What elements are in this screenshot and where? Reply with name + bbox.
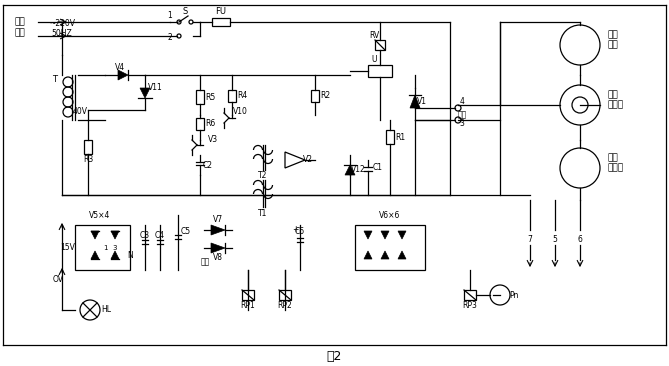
Bar [228, 90, 236, 102]
Bar [75, 225, 130, 270]
Text: 图2: 图2 [326, 350, 342, 362]
Polygon shape [410, 95, 420, 108]
Text: C5: C5 [181, 228, 191, 236]
Text: R4: R4 [237, 92, 247, 101]
Text: 2: 2 [168, 34, 173, 42]
Text: 拖动
电机: 拖动 电机 [607, 30, 617, 50]
Text: 15V: 15V [61, 243, 76, 253]
Text: 5: 5 [553, 235, 557, 244]
Text: T: T [52, 75, 58, 85]
Text: RP2: RP2 [278, 300, 292, 310]
Text: RP3: RP3 [462, 300, 478, 310]
Polygon shape [140, 88, 150, 98]
Text: N: N [127, 250, 133, 259]
Text: 中线: 中线 [15, 29, 25, 37]
Text: 输出: 输出 [201, 258, 209, 266]
Text: C3: C3 [140, 231, 150, 239]
Text: 相线: 相线 [15, 18, 25, 26]
Text: T2: T2 [258, 171, 268, 179]
Text: V7: V7 [213, 216, 223, 224]
Text: T1: T1 [258, 209, 268, 217]
Bar [242, 290, 254, 300]
Text: V6×6: V6×6 [379, 210, 401, 220]
Text: R1: R1 [395, 132, 405, 142]
Text: 输出: 输出 [458, 111, 466, 120]
Polygon shape [91, 231, 99, 239]
Text: C4: C4 [155, 231, 165, 239]
Polygon shape [345, 165, 355, 175]
Text: V3: V3 [208, 135, 218, 145]
Text: OV: OV [52, 276, 64, 284]
Bar [212, 18, 230, 26]
Polygon shape [364, 251, 372, 259]
Polygon shape [91, 251, 99, 259]
Text: 4: 4 [460, 97, 464, 107]
Text: 3: 3 [113, 245, 117, 251]
Text: ~220V: ~220V [49, 19, 75, 29]
Text: 电磁
离合器: 电磁 离合器 [607, 90, 623, 110]
Bar [375, 40, 385, 50]
Text: S: S [183, 7, 187, 15]
Bar [311, 90, 319, 102]
Bar [386, 130, 394, 144]
Text: 7: 7 [528, 235, 533, 244]
Polygon shape [364, 231, 372, 239]
Polygon shape [118, 70, 128, 80]
Text: V11: V11 [148, 83, 163, 93]
Text: Pn: Pn [509, 291, 518, 299]
Polygon shape [211, 243, 225, 253]
Text: C2: C2 [203, 161, 213, 169]
Bar [279, 290, 291, 300]
Text: R2: R2 [320, 92, 330, 101]
Text: 3: 3 [460, 120, 464, 128]
Polygon shape [111, 251, 119, 259]
Bar [84, 140, 92, 154]
Text: V5×4: V5×4 [90, 210, 110, 220]
Text: 6: 6 [577, 235, 583, 244]
Bar [196, 118, 204, 130]
Text: 1: 1 [168, 11, 173, 19]
Text: HL: HL [101, 306, 111, 314]
Text: R5: R5 [205, 93, 215, 101]
Polygon shape [398, 231, 406, 239]
Polygon shape [381, 251, 389, 259]
Text: U: U [371, 56, 377, 64]
Text: 40V: 40V [72, 108, 88, 116]
Text: C1: C1 [373, 163, 383, 172]
Polygon shape [111, 231, 119, 239]
Text: C6: C6 [295, 228, 305, 236]
Text: V4: V4 [115, 63, 125, 71]
Text: RP1: RP1 [241, 300, 256, 310]
Text: 测速
发电机: 测速 发电机 [607, 153, 623, 173]
Text: V12: V12 [351, 165, 365, 175]
Polygon shape [211, 225, 225, 235]
Text: R6: R6 [205, 120, 215, 128]
Text: V2: V2 [303, 156, 313, 164]
Text: 1: 1 [103, 245, 107, 251]
Bar [355, 225, 425, 270]
Text: R3: R3 [83, 156, 93, 164]
Text: V1: V1 [417, 97, 427, 107]
Text: V8: V8 [213, 253, 223, 261]
Text: 50HZ: 50HZ [52, 29, 72, 37]
Text: FU: FU [215, 7, 227, 16]
Bar [196, 90, 204, 104]
Text: RV: RV [369, 30, 379, 40]
Bar [464, 290, 476, 300]
Bar [368, 65, 392, 77]
Text: V10: V10 [233, 108, 248, 116]
Text: +: + [292, 225, 298, 235]
Polygon shape [381, 231, 389, 239]
Polygon shape [398, 251, 406, 259]
